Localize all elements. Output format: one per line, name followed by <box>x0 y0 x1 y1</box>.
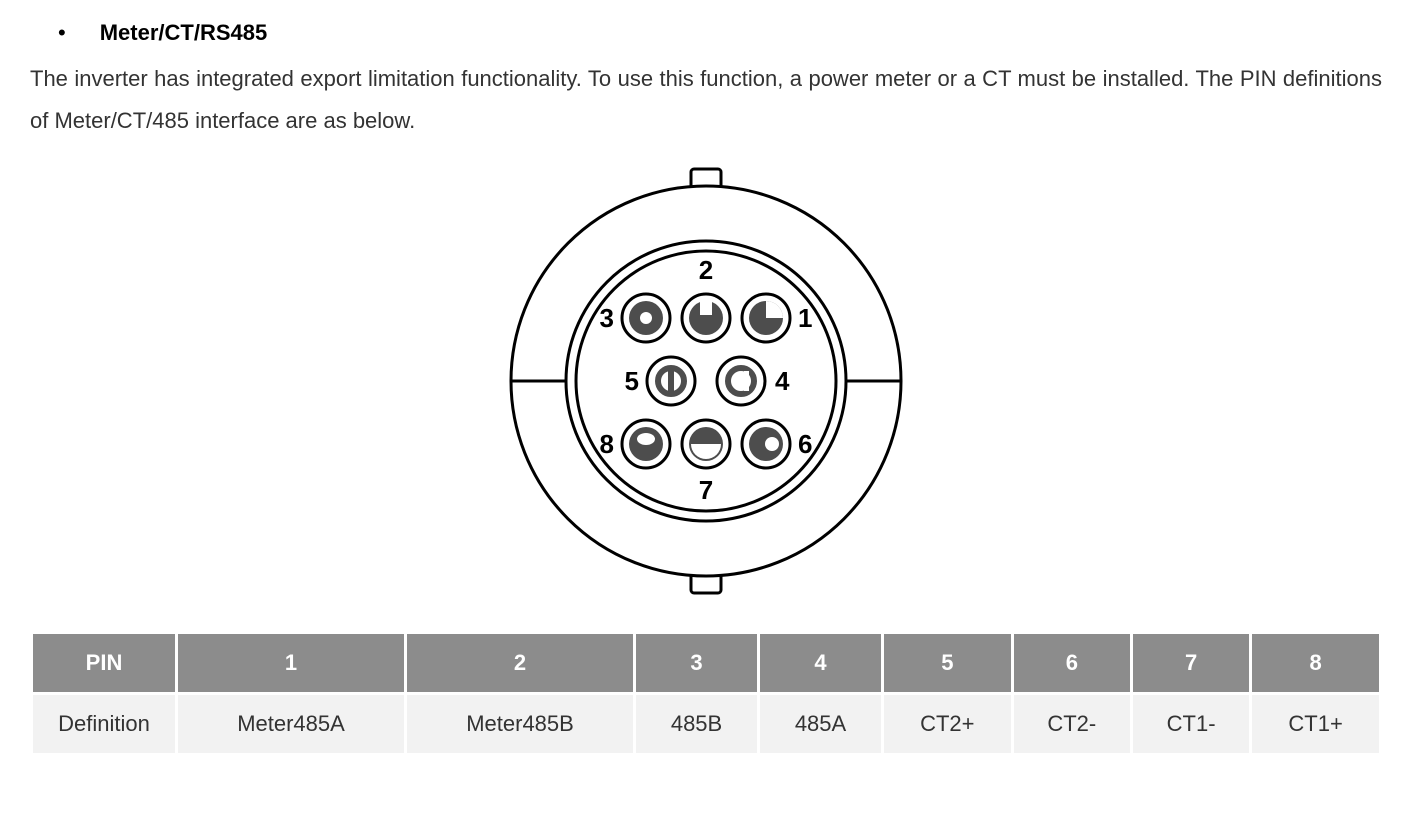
header-col-8: 8 <box>1251 633 1381 694</box>
pin-label-3: 3 <box>600 303 614 333</box>
bullet-icon: • <box>58 12 66 54</box>
def-col-7: CT1- <box>1131 694 1250 755</box>
pin-6 <box>742 420 790 468</box>
def-col-6: CT2- <box>1012 694 1131 755</box>
table-row: Definition Meter485A Meter485B 485B 485A… <box>32 694 1381 755</box>
pin-3 <box>622 294 670 342</box>
pin-label-8: 8 <box>600 429 614 459</box>
table-header-row: PIN 1 2 3 4 5 6 7 8 <box>32 633 1381 694</box>
header-col-4: 4 <box>759 633 883 694</box>
connector-diagram: 2 3 1 5 4 8 6 7 <box>30 161 1382 601</box>
header-col-2: 2 <box>406 633 635 694</box>
pin-2 <box>682 294 730 342</box>
pin-8 <box>622 420 670 468</box>
header-col-7: 7 <box>1131 633 1250 694</box>
def-col-5: CT2+ <box>883 694 1013 755</box>
def-col-8: CT1+ <box>1251 694 1381 755</box>
pin-label-5: 5 <box>625 366 639 396</box>
header-col-6: 6 <box>1012 633 1131 694</box>
def-col-4: 485A <box>759 694 883 755</box>
section-title: Meter/CT/RS485 <box>100 12 268 54</box>
section-header: • Meter/CT/RS485 <box>30 12 1382 54</box>
def-col-1: Meter485A <box>177 694 406 755</box>
pin-label-4: 4 <box>775 366 790 396</box>
pin-label-2: 2 <box>699 255 713 285</box>
header-col-3: 3 <box>635 633 759 694</box>
connector-svg: 2 3 1 5 4 8 6 7 <box>496 161 916 601</box>
section-paragraph: The inverter has integrated export limit… <box>30 58 1382 142</box>
pin-label-6: 6 <box>798 429 812 459</box>
pin-7 <box>682 420 730 468</box>
header-col-5: 5 <box>883 633 1013 694</box>
header-col-1: 1 <box>177 633 406 694</box>
pin-1 <box>742 294 790 342</box>
row-definition-label: Definition <box>32 694 177 755</box>
header-pin-label: PIN <box>32 633 177 694</box>
def-col-2: Meter485B <box>406 694 635 755</box>
def-col-3: 485B <box>635 694 759 755</box>
pin-definition-table: PIN 1 2 3 4 5 6 7 8 Definition Meter485A… <box>30 631 1382 756</box>
pin-label-1: 1 <box>798 303 812 333</box>
pin-label-7: 7 <box>699 475 713 505</box>
